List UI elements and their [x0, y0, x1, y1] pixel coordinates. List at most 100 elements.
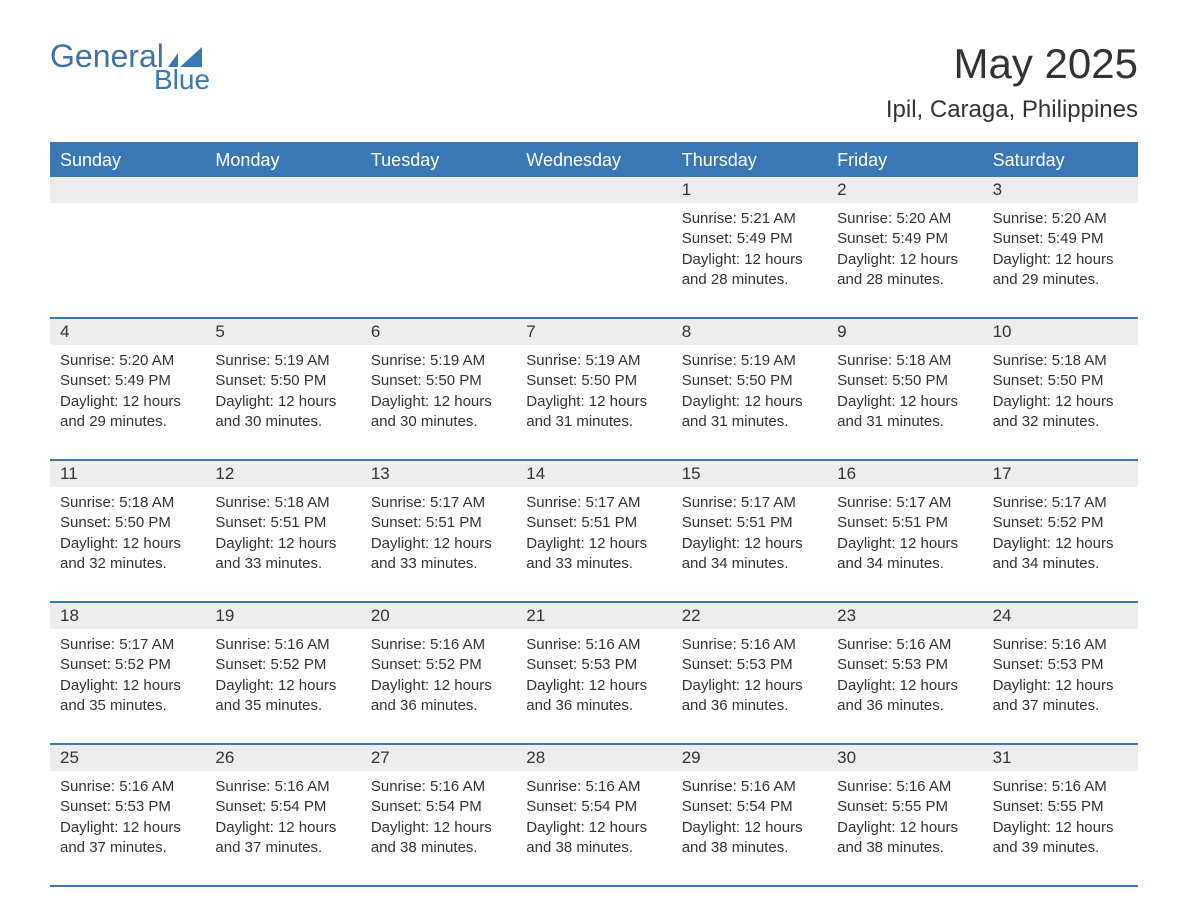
- week-row: 25Sunrise: 5:16 AMSunset: 5:53 PMDayligh…: [50, 743, 1138, 885]
- daylight-text: Daylight: 12 hours and 30 minutes.: [215, 392, 350, 433]
- day-cell: 27Sunrise: 5:16 AMSunset: 5:54 PMDayligh…: [361, 745, 516, 885]
- day-cell: 13Sunrise: 5:17 AMSunset: 5:51 PMDayligh…: [361, 461, 516, 601]
- header: General Blue May 2025 Ipil, Caraga, Phil…: [50, 40, 1138, 124]
- day-number: 2: [827, 177, 982, 203]
- day-body: Sunrise: 5:19 AMSunset: 5:50 PMDaylight:…: [516, 345, 671, 442]
- weeks-container: 1Sunrise: 5:21 AMSunset: 5:49 PMDaylight…: [50, 177, 1138, 885]
- sunset-text: Sunset: 5:50 PM: [993, 371, 1128, 391]
- day-cell: [516, 177, 671, 317]
- daylight-text: Daylight: 12 hours and 28 minutes.: [682, 250, 817, 291]
- sunrise-text: Sunrise: 5:16 AM: [371, 635, 506, 655]
- day-body: Sunrise: 5:18 AMSunset: 5:50 PMDaylight:…: [983, 345, 1138, 442]
- sunset-text: Sunset: 5:52 PM: [993, 513, 1128, 533]
- sunset-text: Sunset: 5:53 PM: [526, 655, 661, 675]
- sunrise-text: Sunrise: 5:16 AM: [993, 777, 1128, 797]
- day-body: Sunrise: 5:16 AMSunset: 5:53 PMDaylight:…: [516, 629, 671, 726]
- sunset-text: Sunset: 5:50 PM: [682, 371, 817, 391]
- sunrise-text: Sunrise: 5:18 AM: [993, 351, 1128, 371]
- week-row: 18Sunrise: 5:17 AMSunset: 5:52 PMDayligh…: [50, 601, 1138, 743]
- daylight-text: Daylight: 12 hours and 28 minutes.: [837, 250, 972, 291]
- day-number: 24: [983, 603, 1138, 629]
- sunset-text: Sunset: 5:54 PM: [215, 797, 350, 817]
- daylight-text: Daylight: 12 hours and 32 minutes.: [993, 392, 1128, 433]
- day-body: Sunrise: 5:18 AMSunset: 5:50 PMDaylight:…: [827, 345, 982, 442]
- day-number: 13: [361, 461, 516, 487]
- daylight-text: Daylight: 12 hours and 36 minutes.: [371, 676, 506, 717]
- sunset-text: Sunset: 5:50 PM: [60, 513, 195, 533]
- day-header-tuesday: Tuesday: [361, 144, 516, 177]
- day-number: 31: [983, 745, 1138, 771]
- day-cell: 22Sunrise: 5:16 AMSunset: 5:53 PMDayligh…: [672, 603, 827, 743]
- day-body: [50, 203, 205, 219]
- day-number: 7: [516, 319, 671, 345]
- sunset-text: Sunset: 5:51 PM: [682, 513, 817, 533]
- daylight-text: Daylight: 12 hours and 29 minutes.: [60, 392, 195, 433]
- day-number: 14: [516, 461, 671, 487]
- daylight-text: Daylight: 12 hours and 39 minutes.: [993, 818, 1128, 859]
- day-body: Sunrise: 5:20 AMSunset: 5:49 PMDaylight:…: [827, 203, 982, 300]
- day-cell: 11Sunrise: 5:18 AMSunset: 5:50 PMDayligh…: [50, 461, 205, 601]
- day-body: Sunrise: 5:16 AMSunset: 5:55 PMDaylight:…: [827, 771, 982, 868]
- sunrise-text: Sunrise: 5:20 AM: [993, 209, 1128, 229]
- daylight-text: Daylight: 12 hours and 38 minutes.: [682, 818, 817, 859]
- sunset-text: Sunset: 5:50 PM: [371, 371, 506, 391]
- day-number: [361, 177, 516, 203]
- day-body: Sunrise: 5:17 AMSunset: 5:51 PMDaylight:…: [361, 487, 516, 584]
- day-number: 10: [983, 319, 1138, 345]
- logo-text-general: General: [50, 40, 164, 72]
- sunset-text: Sunset: 5:53 PM: [837, 655, 972, 675]
- day-cell: 21Sunrise: 5:16 AMSunset: 5:53 PMDayligh…: [516, 603, 671, 743]
- day-body: Sunrise: 5:21 AMSunset: 5:49 PMDaylight:…: [672, 203, 827, 300]
- day-body: Sunrise: 5:16 AMSunset: 5:54 PMDaylight:…: [672, 771, 827, 868]
- sunset-text: Sunset: 5:51 PM: [526, 513, 661, 533]
- daylight-text: Daylight: 12 hours and 31 minutes.: [837, 392, 972, 433]
- day-number: 18: [50, 603, 205, 629]
- sunrise-text: Sunrise: 5:16 AM: [993, 635, 1128, 655]
- day-cell: 7Sunrise: 5:19 AMSunset: 5:50 PMDaylight…: [516, 319, 671, 459]
- day-body: Sunrise: 5:16 AMSunset: 5:54 PMDaylight:…: [516, 771, 671, 868]
- sunrise-text: Sunrise: 5:19 AM: [215, 351, 350, 371]
- day-number: 27: [361, 745, 516, 771]
- day-cell: 18Sunrise: 5:17 AMSunset: 5:52 PMDayligh…: [50, 603, 205, 743]
- day-cell: 28Sunrise: 5:16 AMSunset: 5:54 PMDayligh…: [516, 745, 671, 885]
- day-body: Sunrise: 5:19 AMSunset: 5:50 PMDaylight:…: [672, 345, 827, 442]
- daylight-text: Daylight: 12 hours and 38 minutes.: [837, 818, 972, 859]
- daylight-text: Daylight: 12 hours and 33 minutes.: [371, 534, 506, 575]
- daylight-text: Daylight: 12 hours and 35 minutes.: [60, 676, 195, 717]
- day-number: [205, 177, 360, 203]
- day-number: 22: [672, 603, 827, 629]
- day-header-saturday: Saturday: [983, 144, 1138, 177]
- day-body: Sunrise: 5:16 AMSunset: 5:52 PMDaylight:…: [205, 629, 360, 726]
- sunset-text: Sunset: 5:51 PM: [215, 513, 350, 533]
- day-number: 12: [205, 461, 360, 487]
- sunrise-text: Sunrise: 5:17 AM: [60, 635, 195, 655]
- sunrise-text: Sunrise: 5:17 AM: [526, 493, 661, 513]
- sunset-text: Sunset: 5:52 PM: [60, 655, 195, 675]
- sunset-text: Sunset: 5:52 PM: [215, 655, 350, 675]
- day-number: 20: [361, 603, 516, 629]
- sunrise-text: Sunrise: 5:16 AM: [526, 635, 661, 655]
- sunrise-text: Sunrise: 5:18 AM: [60, 493, 195, 513]
- daylight-text: Daylight: 12 hours and 34 minutes.: [682, 534, 817, 575]
- day-body: Sunrise: 5:16 AMSunset: 5:55 PMDaylight:…: [983, 771, 1138, 868]
- day-body: Sunrise: 5:17 AMSunset: 5:52 PMDaylight:…: [50, 629, 205, 726]
- day-cell: [205, 177, 360, 317]
- day-cell: 25Sunrise: 5:16 AMSunset: 5:53 PMDayligh…: [50, 745, 205, 885]
- day-body: Sunrise: 5:17 AMSunset: 5:51 PMDaylight:…: [672, 487, 827, 584]
- day-body: Sunrise: 5:18 AMSunset: 5:51 PMDaylight:…: [205, 487, 360, 584]
- daylight-text: Daylight: 12 hours and 31 minutes.: [682, 392, 817, 433]
- sunset-text: Sunset: 5:50 PM: [526, 371, 661, 391]
- day-body: Sunrise: 5:18 AMSunset: 5:50 PMDaylight:…: [50, 487, 205, 584]
- daylight-text: Daylight: 12 hours and 30 minutes.: [371, 392, 506, 433]
- daylight-text: Daylight: 12 hours and 37 minutes.: [215, 818, 350, 859]
- day-body: Sunrise: 5:19 AMSunset: 5:50 PMDaylight:…: [205, 345, 360, 442]
- day-cell: 17Sunrise: 5:17 AMSunset: 5:52 PMDayligh…: [983, 461, 1138, 601]
- day-body: Sunrise: 5:17 AMSunset: 5:51 PMDaylight:…: [516, 487, 671, 584]
- day-cell: 14Sunrise: 5:17 AMSunset: 5:51 PMDayligh…: [516, 461, 671, 601]
- sunrise-text: Sunrise: 5:17 AM: [371, 493, 506, 513]
- week-row: 11Sunrise: 5:18 AMSunset: 5:50 PMDayligh…: [50, 459, 1138, 601]
- day-cell: 30Sunrise: 5:16 AMSunset: 5:55 PMDayligh…: [827, 745, 982, 885]
- day-number: 4: [50, 319, 205, 345]
- day-body: Sunrise: 5:16 AMSunset: 5:54 PMDaylight:…: [205, 771, 360, 868]
- week-row: 4Sunrise: 5:20 AMSunset: 5:49 PMDaylight…: [50, 317, 1138, 459]
